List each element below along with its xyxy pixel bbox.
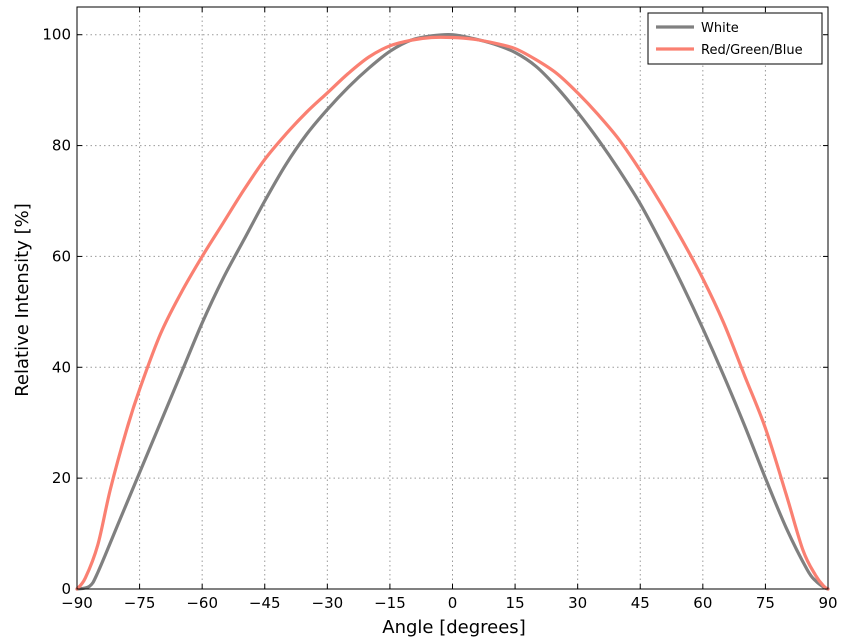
x-tick-label: −15 (374, 594, 406, 612)
y-tick-label: 80 (52, 137, 71, 155)
legend-label-white: White (701, 21, 739, 36)
y-tick-label: 40 (52, 358, 71, 376)
y-tick-label: 100 (42, 26, 71, 44)
y-tick-label: 60 (52, 247, 71, 265)
x-tick-label: −90 (61, 594, 93, 612)
legend-label-rgb: Red/Green/Blue (701, 43, 803, 58)
x-tick-label: 15 (506, 594, 525, 612)
plot-frame (76, 6, 829, 590)
x-tick-label: 45 (631, 594, 650, 612)
x-tick-label: 60 (693, 594, 712, 612)
x-tick-label: 30 (568, 594, 587, 612)
x-axis-label: Angle [degrees] (382, 617, 525, 638)
grid (76, 7, 829, 590)
legend-box (647, 12, 823, 65)
ticks (76, 7, 829, 590)
legend: White Red/Green/Blue (647, 12, 823, 65)
x-tick-label: −45 (249, 594, 281, 612)
x-tick-label: −60 (186, 594, 218, 612)
x-tick-label: −30 (312, 594, 344, 612)
x-tick-label: 0 (448, 594, 458, 612)
series-line-white (75, 32, 830, 591)
y-tick-label: 0 (61, 580, 71, 598)
series-line-red-green-blue (75, 35, 830, 591)
tick-labels: −90 −75 −60 −45 −30 −15 0 15 30 45 60 75 90 0 20 40 60 80… (42, 26, 837, 612)
y-axis-label: Relative Intensity [%] (12, 203, 33, 397)
y-tick-label: 20 (52, 469, 71, 487)
series-layer (75, 32, 830, 591)
x-tick-label: −75 (124, 594, 156, 612)
x-tick-label: 75 (756, 594, 775, 612)
x-tick-label: 90 (818, 594, 837, 612)
